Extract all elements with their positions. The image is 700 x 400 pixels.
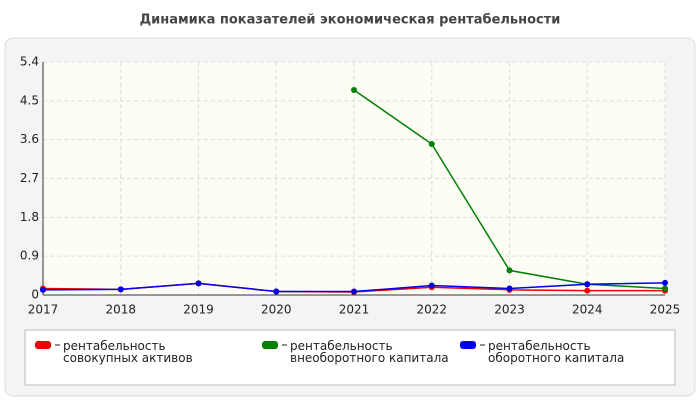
y-tick-label: 1.8 (20, 210, 39, 224)
data-point (662, 285, 668, 292)
x-tick-label: 2020 (261, 303, 292, 317)
y-tick-label: 4.5 (20, 93, 39, 107)
data-point (428, 140, 435, 147)
data-point (351, 288, 357, 295)
data-point (428, 282, 435, 289)
data-point (117, 286, 124, 293)
data-point (506, 285, 513, 292)
y-tick-label: 5.4 (20, 55, 39, 69)
legend-swatch (35, 341, 51, 349)
x-tick-label: 2024 (572, 303, 603, 317)
x-tick-label: 2022 (416, 303, 447, 317)
data-point (584, 281, 591, 288)
data-point (40, 286, 46, 293)
y-tick-label: 2.7 (20, 171, 39, 185)
data-point (506, 267, 513, 274)
y-tick-label: 3.6 (20, 132, 39, 146)
legend-box (24, 329, 676, 386)
data-point (351, 87, 357, 94)
y-tick-label: 0.9 (20, 249, 39, 263)
y-tick-label: 0 (31, 288, 39, 302)
x-tick-label: 2021 (339, 303, 370, 317)
data-point (195, 280, 202, 287)
legend-label: рентабельность совокупных активов (63, 339, 193, 365)
legend-swatch (460, 341, 476, 349)
legend-label: рентабельность оборотного капитала (488, 339, 625, 365)
x-tick-label: 2023 (494, 303, 525, 317)
x-tick-label: 2017 (28, 303, 59, 317)
data-point (662, 279, 668, 286)
chart-title: Динамика показателей экономическая рента… (140, 13, 561, 28)
data-point (584, 287, 591, 294)
data-point (273, 288, 280, 295)
x-tick-label: 2025 (650, 303, 681, 317)
x-tick-label: 2019 (183, 303, 214, 317)
x-tick-label: 2018 (105, 303, 136, 317)
legend-swatch (262, 341, 278, 349)
legend-label: рентабельность внеоборотного капитала (290, 339, 449, 365)
